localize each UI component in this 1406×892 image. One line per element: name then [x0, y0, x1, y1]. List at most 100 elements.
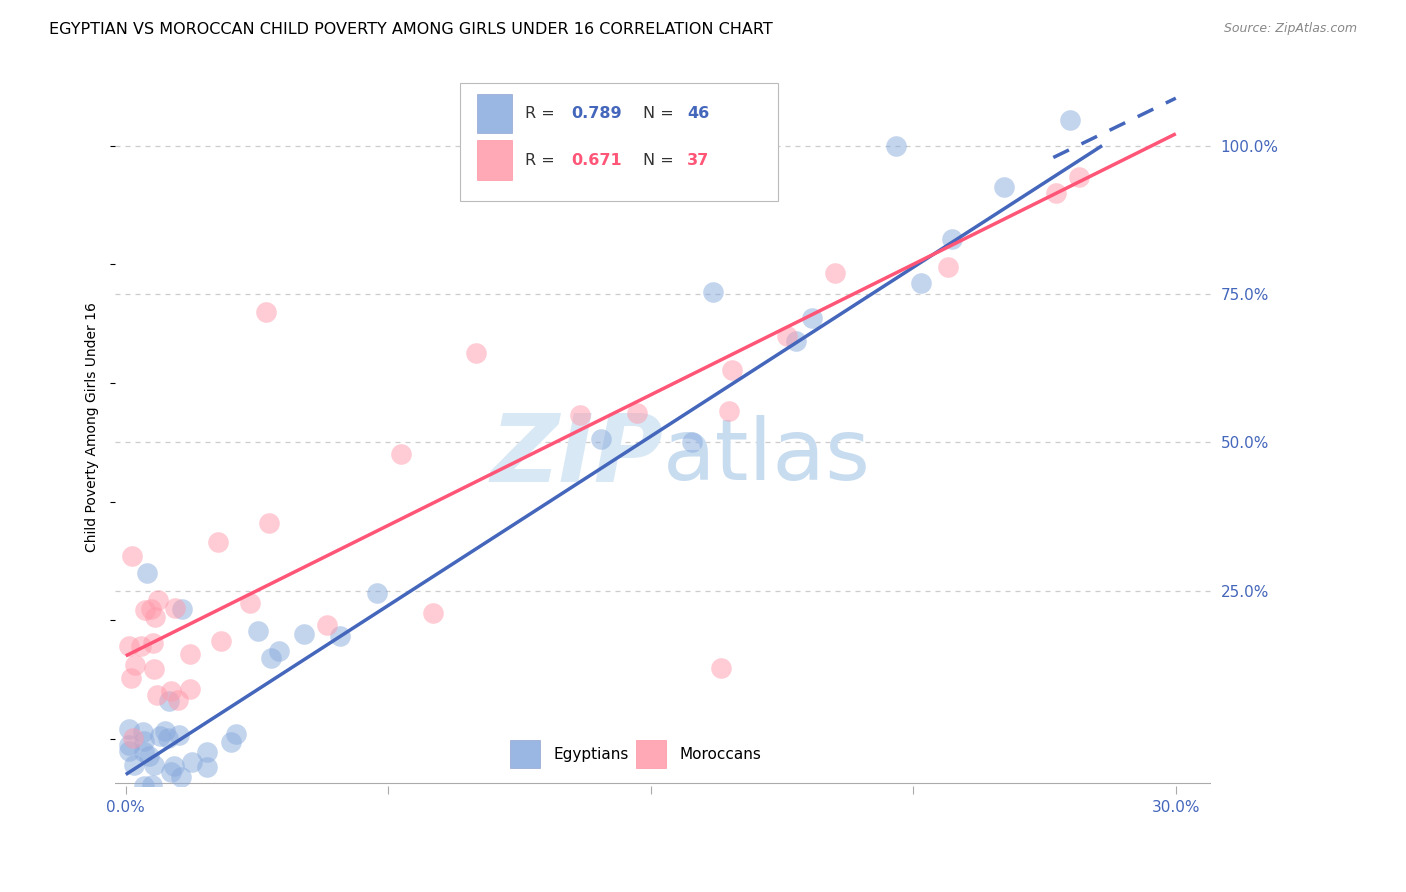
- Text: ZIP: ZIP: [491, 410, 664, 502]
- Point: [389, 448, 412, 462]
- Point: [910, 276, 932, 290]
- Point: [132, 745, 155, 759]
- Point: [329, 629, 352, 643]
- Point: [163, 600, 186, 615]
- FancyBboxPatch shape: [636, 739, 666, 768]
- Point: [254, 305, 277, 319]
- Text: atlas: atlas: [664, 415, 872, 498]
- Point: [141, 778, 163, 792]
- Text: EGYPTIAN VS MOROCCAN CHILD POVERTY AMONG GIRLS UNDER 16 CORRELATION CHART: EGYPTIAN VS MOROCCAN CHILD POVERTY AMONG…: [49, 22, 773, 37]
- Point: [260, 650, 283, 665]
- Point: [160, 684, 183, 698]
- Point: [143, 610, 166, 624]
- Point: [118, 722, 141, 736]
- Point: [143, 758, 166, 772]
- Text: Egyptians: Egyptians: [554, 747, 628, 762]
- Point: [936, 260, 959, 274]
- Point: [1069, 169, 1091, 184]
- Point: [785, 334, 807, 348]
- Point: [135, 566, 157, 580]
- Point: [139, 602, 162, 616]
- Point: [239, 596, 262, 610]
- Point: [718, 404, 741, 418]
- Point: [167, 693, 190, 707]
- Y-axis label: Child Poverty Among Girls Under 16: Child Poverty Among Girls Under 16: [86, 302, 100, 552]
- Point: [315, 618, 337, 632]
- Point: [884, 138, 907, 153]
- FancyBboxPatch shape: [477, 94, 512, 133]
- Point: [124, 792, 146, 806]
- Point: [125, 805, 148, 820]
- Point: [156, 731, 179, 745]
- Point: [1045, 186, 1067, 200]
- Point: [626, 406, 648, 420]
- Point: [118, 744, 141, 758]
- FancyBboxPatch shape: [477, 140, 512, 180]
- Point: [124, 657, 146, 672]
- Point: [824, 267, 846, 281]
- Text: 46: 46: [688, 106, 710, 121]
- Point: [267, 644, 290, 658]
- Text: 0.671: 0.671: [571, 153, 621, 168]
- Text: N =: N =: [644, 106, 679, 121]
- Point: [941, 232, 963, 246]
- Point: [122, 731, 145, 745]
- Point: [800, 310, 823, 325]
- Text: Source: ZipAtlas.com: Source: ZipAtlas.com: [1223, 22, 1357, 36]
- Point: [162, 759, 184, 773]
- Point: [720, 363, 742, 377]
- Point: [148, 593, 170, 607]
- Text: R =: R =: [524, 153, 560, 168]
- FancyBboxPatch shape: [509, 739, 540, 768]
- Point: [149, 729, 172, 743]
- Text: 37: 37: [688, 153, 710, 168]
- Point: [170, 770, 193, 784]
- Point: [179, 682, 201, 697]
- Point: [207, 535, 229, 549]
- Point: [179, 647, 201, 661]
- Point: [143, 662, 166, 676]
- Point: [145, 688, 167, 702]
- Point: [132, 725, 155, 739]
- Text: N =: N =: [644, 153, 679, 168]
- Point: [118, 640, 141, 654]
- Point: [167, 728, 190, 742]
- Point: [157, 694, 180, 708]
- Point: [366, 586, 388, 600]
- Point: [422, 606, 444, 620]
- Point: [257, 516, 280, 531]
- Point: [138, 748, 160, 763]
- Point: [246, 624, 269, 638]
- Point: [195, 760, 218, 774]
- Point: [1059, 112, 1081, 127]
- Text: 0.789: 0.789: [571, 106, 621, 121]
- Point: [292, 626, 315, 640]
- Point: [142, 636, 165, 650]
- Point: [569, 408, 592, 422]
- Point: [702, 285, 724, 299]
- Point: [681, 435, 703, 450]
- Point: [209, 634, 232, 648]
- Point: [181, 756, 204, 770]
- Point: [993, 180, 1015, 194]
- Point: [589, 432, 612, 446]
- Point: [118, 844, 141, 858]
- Point: [159, 765, 181, 780]
- Point: [122, 757, 145, 772]
- Text: R =: R =: [524, 106, 560, 121]
- Point: [776, 328, 799, 343]
- Point: [129, 639, 152, 653]
- FancyBboxPatch shape: [460, 83, 778, 202]
- Point: [134, 779, 156, 793]
- Point: [121, 549, 143, 564]
- Point: [155, 723, 177, 738]
- Point: [132, 733, 155, 747]
- Point: [134, 603, 156, 617]
- Text: Moroccans: Moroccans: [679, 747, 761, 762]
- Point: [710, 661, 733, 675]
- Point: [120, 671, 142, 685]
- Point: [170, 602, 193, 616]
- Point: [118, 738, 141, 752]
- Point: [225, 727, 247, 741]
- Point: [464, 346, 486, 360]
